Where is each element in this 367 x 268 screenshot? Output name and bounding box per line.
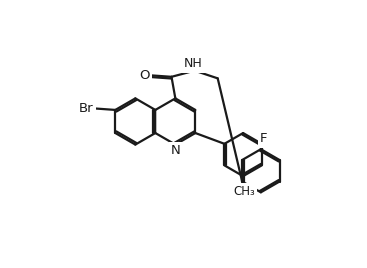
Text: Br: Br — [79, 102, 93, 115]
Text: NH: NH — [184, 57, 203, 70]
Text: CH₃: CH₃ — [233, 185, 255, 198]
Text: H: H — [190, 59, 199, 69]
Text: N: N — [171, 144, 181, 157]
Text: N: N — [185, 58, 195, 71]
Text: F: F — [260, 132, 268, 145]
Text: O: O — [139, 69, 150, 82]
